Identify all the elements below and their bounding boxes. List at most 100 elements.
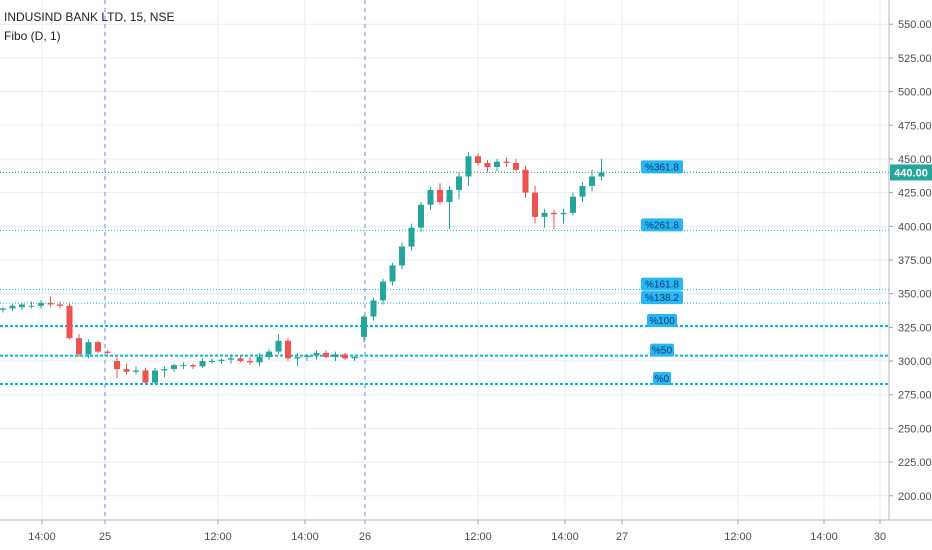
candle-body bbox=[389, 265, 396, 282]
price-tick-label: 300.00 bbox=[898, 356, 932, 368]
fib-level-label: %50 bbox=[652, 346, 672, 357]
candle-body bbox=[579, 185, 586, 197]
time-axis[interactable]: 14:00 25 12:00 14:00 26 12:00 14:00 27 12:00 14:0… bbox=[0, 519, 932, 543]
candle-body bbox=[380, 281, 386, 301]
fib-level-label: %0 bbox=[655, 374, 670, 385]
time-tick-label: 12:00 bbox=[724, 531, 752, 543]
price-tick-label: 525.00 bbox=[898, 53, 932, 65]
time-tick-label: 14:00 bbox=[291, 531, 319, 543]
candle-body bbox=[427, 189, 434, 205]
price-tick-label: 200.00 bbox=[898, 491, 932, 503]
candle-body bbox=[47, 303, 54, 305]
price-tick-label: 475.00 bbox=[898, 120, 932, 132]
time-tick-label: 27 bbox=[616, 531, 628, 543]
candle-body bbox=[465, 156, 472, 177]
candle-body bbox=[513, 163, 519, 170]
candle-body bbox=[28, 305, 35, 307]
candle-body bbox=[304, 355, 310, 357]
candle-body bbox=[247, 361, 253, 363]
candle-body bbox=[589, 176, 595, 186]
candle-body bbox=[190, 365, 196, 367]
session-dividers bbox=[104, 0, 366, 520]
fib-level-label: %161.8 bbox=[645, 280, 679, 291]
price-tick-label: 550.00 bbox=[898, 19, 932, 31]
fib-level-label-bg bbox=[641, 218, 683, 232]
price-tick-label: 275.00 bbox=[898, 390, 932, 402]
symbol-title[interactable]: INDUSIND BANK LTD, 15, NSE bbox=[4, 10, 175, 24]
time-tick-label: 26 bbox=[359, 531, 371, 543]
fib-level-label: %361.8 bbox=[645, 162, 679, 173]
candle-body bbox=[541, 212, 548, 217]
candle-body bbox=[598, 172, 605, 177]
candle-body bbox=[228, 358, 234, 360]
indicator-title[interactable]: Fibo (D, 1) bbox=[4, 29, 61, 43]
candle-body bbox=[370, 300, 377, 317]
candle-body bbox=[209, 361, 215, 363]
candle-body bbox=[19, 304, 25, 308]
candle-body bbox=[199, 361, 206, 367]
price-tick-label: 450.00 bbox=[898, 154, 932, 166]
fib-level-label: %138.2 bbox=[645, 293, 679, 304]
price-tick-label: 350.00 bbox=[898, 289, 932, 301]
candle-body bbox=[408, 227, 415, 247]
candle-body bbox=[152, 370, 158, 383]
fib-level-label-bg bbox=[650, 343, 674, 357]
candle-body bbox=[323, 352, 329, 357]
candle-body bbox=[446, 189, 453, 203]
time-tick-label: 12:00 bbox=[204, 531, 232, 543]
fib-level-label-bg bbox=[641, 160, 683, 174]
time-tick-label: 14:00 bbox=[551, 531, 579, 543]
fib-level-label-bg bbox=[647, 314, 677, 328]
candle-body bbox=[418, 204, 424, 228]
candle-body bbox=[114, 361, 120, 370]
candle-body bbox=[85, 342, 92, 355]
price-axis[interactable]: 200.00 225.00 250.00 275.00 300.00 325.00 350.… bbox=[888, 0, 932, 520]
candle-body bbox=[570, 196, 576, 213]
time-tick-label: 12:00 bbox=[464, 531, 492, 543]
candle-body bbox=[551, 212, 557, 215]
fib-level-label: %100 bbox=[649, 316, 675, 327]
current-price-tag: 440.00 bbox=[894, 167, 928, 179]
price-tick-label: 500.00 bbox=[898, 87, 932, 99]
candle-body bbox=[351, 356, 358, 359]
time-tick-label: 30 bbox=[874, 531, 886, 543]
candle-body bbox=[66, 305, 73, 339]
candle-body bbox=[123, 369, 130, 372]
candle-body bbox=[399, 246, 405, 266]
price-tick-label: 375.00 bbox=[898, 255, 932, 267]
candlestick-series[interactable] bbox=[0, 152, 605, 384]
candle-body bbox=[342, 354, 348, 359]
chart-legend: INDUSIND BANK LTD, 15, NSE Fibo (D, 1) bbox=[4, 8, 174, 46]
price-tick-label: 425.00 bbox=[898, 188, 932, 200]
time-tick-label: 14:00 bbox=[28, 531, 56, 543]
price-tick-label: 250.00 bbox=[898, 423, 932, 435]
fib-level-label-bg bbox=[641, 277, 683, 291]
price-tick-label: 325.00 bbox=[898, 322, 932, 334]
candle-body bbox=[218, 359, 225, 362]
candle-body bbox=[57, 304, 63, 306]
candle-body bbox=[503, 161, 510, 164]
fib-retracement-levels: %361.8 %261.8 %161.8 %138.2 %100 %50 %0 bbox=[0, 160, 889, 385]
candle-body bbox=[456, 176, 462, 190]
candle-body bbox=[332, 354, 339, 357]
fib-level-label-bg bbox=[641, 291, 683, 305]
candle-body bbox=[104, 351, 111, 353]
candle-body bbox=[437, 189, 443, 203]
candle-body bbox=[294, 356, 301, 359]
candle-body bbox=[361, 316, 367, 337]
fib-level-label: %261.8 bbox=[645, 220, 679, 231]
candle-body bbox=[275, 340, 282, 352]
candle-body bbox=[180, 365, 187, 367]
current-price-tag-bg bbox=[890, 164, 932, 181]
candle-body bbox=[9, 305, 16, 309]
candle-body bbox=[285, 340, 291, 359]
candle-body bbox=[95, 342, 101, 352]
candle-body bbox=[532, 192, 538, 217]
candle-body bbox=[133, 370, 139, 372]
fib-level-label-bg bbox=[653, 371, 671, 385]
time-tick-label: 14:00 bbox=[810, 531, 838, 543]
time-tick-label: 25 bbox=[99, 531, 111, 543]
grid bbox=[0, 0, 889, 520]
